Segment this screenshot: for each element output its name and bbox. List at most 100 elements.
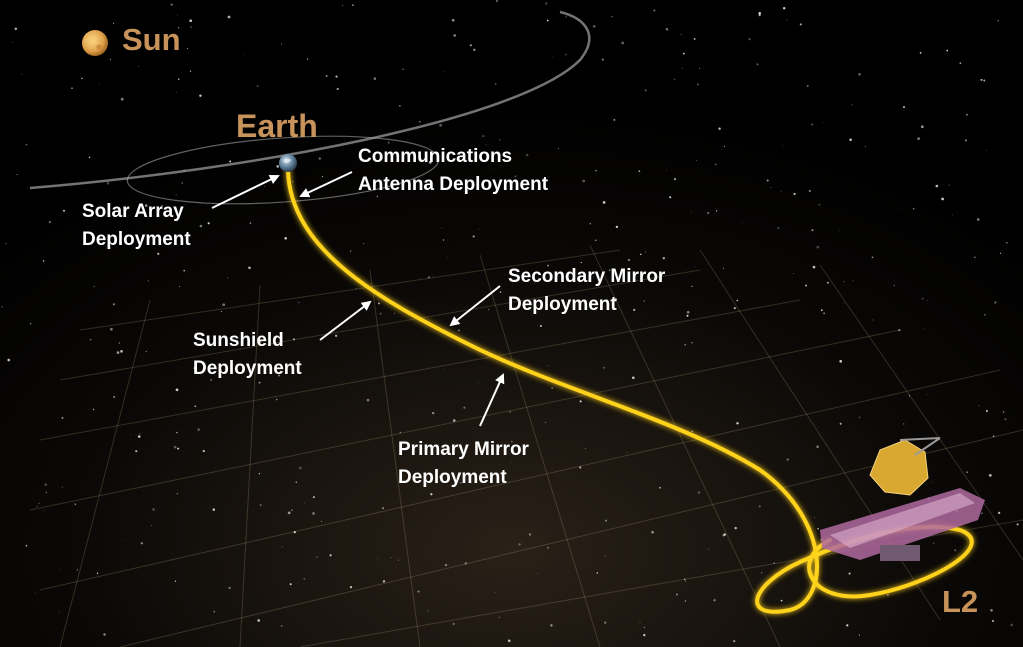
star [826, 281, 829, 284]
star [805, 284, 807, 287]
star [722, 267, 724, 269]
star [919, 52, 922, 54]
star [121, 351, 123, 352]
star [193, 367, 196, 370]
star [298, 302, 300, 304]
star [782, 145, 784, 147]
star [81, 77, 83, 80]
star [716, 210, 718, 212]
star [89, 338, 92, 341]
star [173, 445, 177, 449]
star [177, 26, 180, 29]
star [992, 620, 994, 622]
star [228, 586, 231, 590]
star [822, 121, 824, 123]
star [92, 408, 95, 411]
star [682, 52, 685, 55]
star [780, 599, 783, 602]
star [58, 611, 60, 612]
star [640, 253, 642, 256]
sun-label: Sun [122, 22, 181, 57]
star [903, 106, 905, 109]
star [978, 405, 980, 406]
star [858, 634, 860, 636]
star [547, 546, 550, 549]
star [151, 524, 153, 526]
star [734, 526, 737, 530]
star [376, 195, 379, 198]
star [12, 41, 13, 43]
star [145, 350, 147, 353]
star [662, 257, 665, 260]
star [621, 41, 625, 45]
star [795, 120, 797, 122]
star [190, 26, 192, 28]
star [605, 519, 607, 522]
star [355, 287, 357, 290]
star [733, 639, 736, 643]
star [696, 83, 699, 86]
star [25, 143, 28, 146]
star [197, 428, 200, 431]
star [399, 431, 401, 433]
earth-icon [279, 154, 297, 172]
star [45, 491, 47, 493]
perspective-grid [29, 244, 1023, 647]
star [34, 592, 36, 594]
star [494, 592, 496, 594]
star [696, 160, 697, 162]
star [256, 84, 259, 88]
star [585, 448, 586, 449]
star [1006, 242, 1008, 244]
star [71, 87, 73, 89]
star [812, 265, 816, 269]
star [442, 368, 444, 370]
star [248, 266, 251, 270]
star [329, 554, 332, 557]
star [96, 572, 99, 574]
star [908, 395, 910, 397]
star [175, 194, 177, 196]
star [499, 154, 501, 156]
star [29, 322, 32, 325]
star [478, 228, 480, 230]
star [691, 342, 693, 344]
star [920, 125, 924, 129]
star [306, 58, 309, 60]
star [708, 548, 710, 550]
star [482, 135, 485, 138]
star [988, 474, 992, 477]
star [674, 78, 676, 80]
label-line: Communications [358, 146, 513, 167]
star [713, 599, 716, 602]
star [316, 556, 318, 558]
star [808, 189, 811, 193]
label-line: Deployment [398, 467, 507, 488]
star [336, 87, 339, 91]
star [453, 34, 457, 37]
star [839, 359, 843, 363]
earth-orbit-path [29, 10, 591, 190]
star [742, 221, 744, 223]
star [174, 580, 177, 582]
star [464, 562, 468, 565]
star [846, 624, 849, 627]
star [946, 49, 949, 52]
star [582, 179, 586, 183]
star [292, 338, 296, 341]
star [21, 73, 23, 75]
star [843, 281, 845, 283]
star [697, 491, 701, 494]
star [691, 285, 693, 287]
star [596, 572, 599, 574]
earth-label: Earth [236, 108, 318, 144]
star [287, 511, 291, 515]
star [112, 303, 115, 306]
star [592, 24, 596, 28]
moon-orbit-path [126, 135, 440, 205]
star [758, 505, 761, 508]
star [229, 160, 232, 163]
star [852, 279, 854, 281]
star [432, 275, 434, 277]
